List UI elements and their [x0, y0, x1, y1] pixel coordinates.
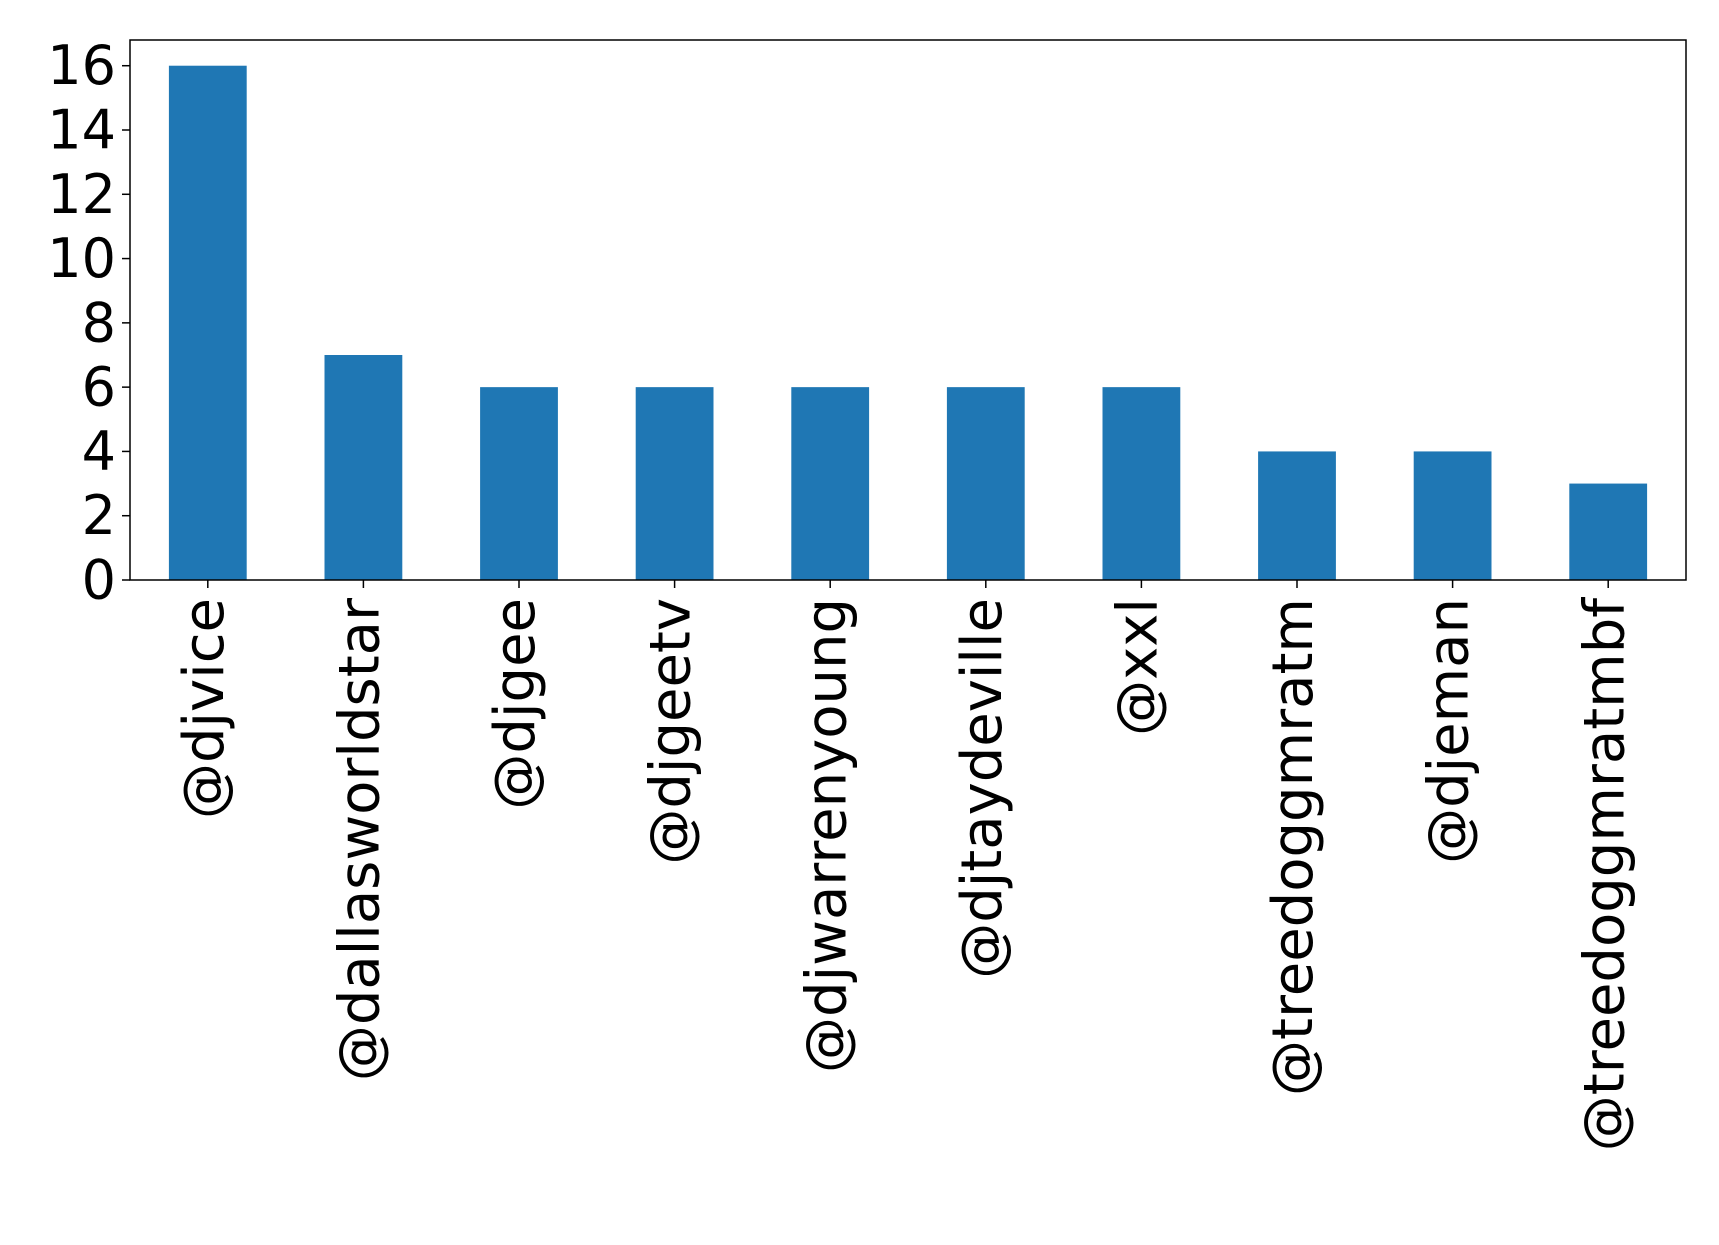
x-tick-label: @treedoggmratmbf: [1572, 597, 1637, 1152]
y-tick-label: 16: [47, 34, 116, 97]
x-tick-label: @djwarrenyoung: [794, 598, 859, 1073]
x-tick-label: @djgeetv: [639, 598, 704, 865]
bar-djeman: [1413, 451, 1492, 580]
bar-treedoggmratm: [1258, 451, 1336, 580]
bar-treedoggmratmbf: [1569, 483, 1648, 580]
plot-frame: [129, 39, 1687, 581]
x-tick-label: @dallasworldstar: [328, 597, 393, 1081]
x-tick-label: @djgee: [483, 598, 548, 810]
x-tick-label: @djvice: [172, 598, 237, 819]
x-tick-label: @djeman: [1417, 598, 1482, 864]
bar-djtaydeville: [946, 387, 1025, 580]
y-tick-label: 6: [82, 356, 116, 419]
y-tick-label: 4: [82, 420, 116, 483]
y-tick-label: 8: [82, 291, 116, 354]
bar-dallasworldstar: [324, 355, 403, 580]
y-tick-label: 0: [82, 549, 116, 612]
bar-djgee: [480, 387, 558, 580]
x-tick-label: @djtaydeville: [950, 598, 1015, 979]
bar-djvice: [168, 65, 247, 580]
bar-djgeetv: [635, 387, 714, 580]
y-tick-label: 10: [47, 227, 116, 290]
bar-djwarrenyoung: [791, 387, 870, 580]
y-tick-label: 12: [47, 163, 116, 226]
y-tick-label: 2: [82, 484, 116, 547]
x-tick-label: @xxl: [1106, 598, 1171, 736]
x-axis: @djvice @dallasworldstar @djgee @djgeetv @dj…: [172, 580, 1637, 1151]
bar-xxl: [1102, 387, 1181, 580]
bars-group: [168, 65, 1648, 580]
y-tick-label: 14: [47, 99, 116, 162]
x-tick-label: @treedoggmratm: [1261, 598, 1326, 1096]
